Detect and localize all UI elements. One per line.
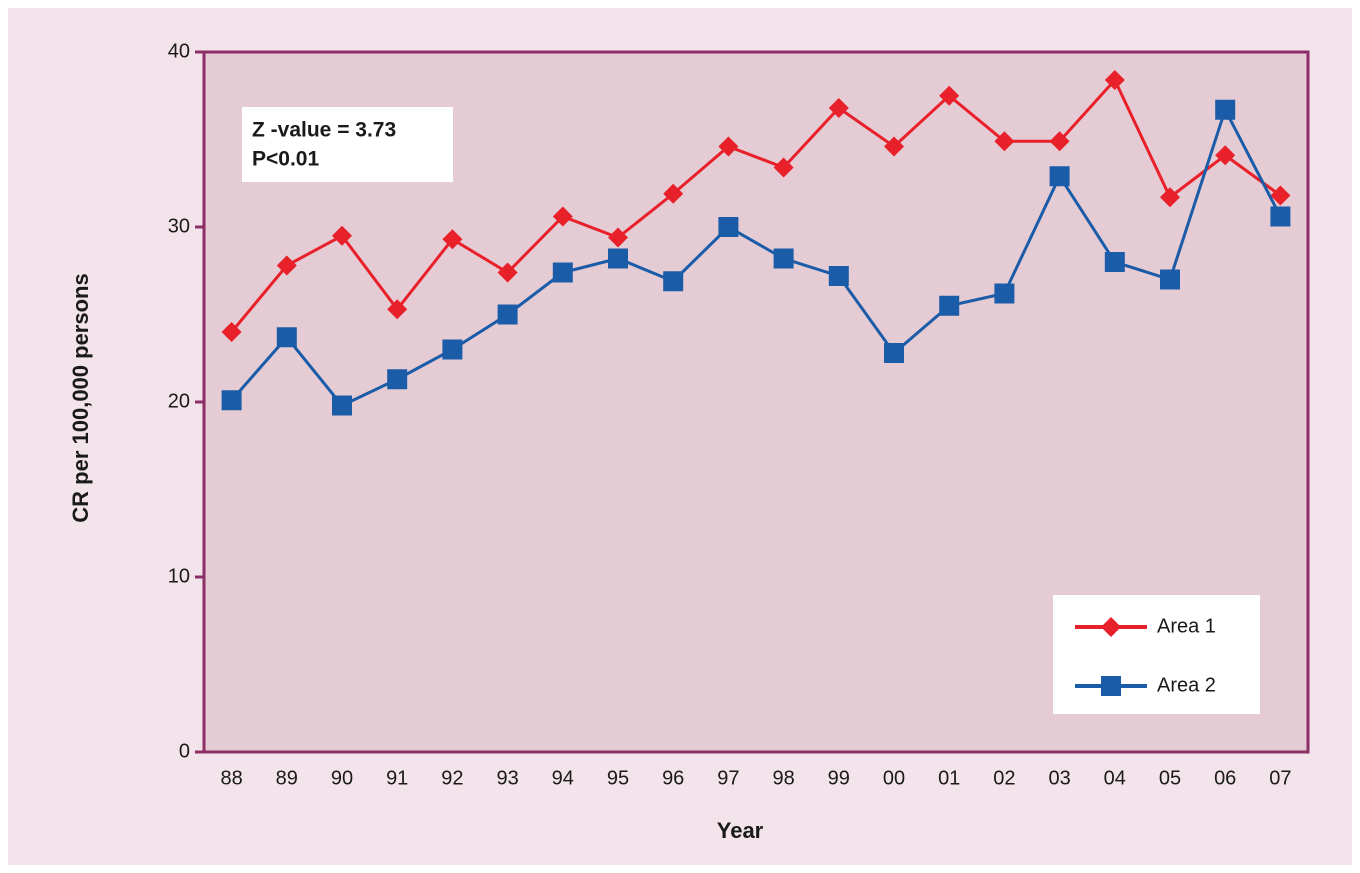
diamond-marker <box>828 98 849 118</box>
square-marker <box>939 295 960 316</box>
diamond-marker <box>718 136 739 157</box>
square-marker <box>442 339 463 360</box>
x-tick-label: 04 <box>1104 767 1126 789</box>
annotation: Z -value = 3.73 <box>252 119 396 142</box>
annotation-box <box>242 107 453 182</box>
square-marker <box>387 369 408 390</box>
square-marker <box>552 262 573 283</box>
square-marker <box>663 271 684 292</box>
y-tick-label: 0 <box>179 740 190 762</box>
square-marker <box>1049 166 1070 187</box>
square-marker <box>1160 269 1180 290</box>
diamond-marker <box>884 136 904 157</box>
y-tick-label: 20 <box>168 390 190 412</box>
legend-label: Area 2 <box>1157 674 1216 696</box>
y-tick-label: 30 <box>168 215 190 237</box>
x-tick-label: 93 <box>496 767 518 789</box>
diamond-marker <box>1049 131 1070 152</box>
x-tick-label: 03 <box>1048 767 1070 789</box>
diamond-marker <box>276 255 297 276</box>
diamond-marker <box>994 131 1015 152</box>
y-axis-label: CR per 100,000 persons <box>68 273 93 522</box>
x-tick-label: 07 <box>1269 767 1291 789</box>
square-marker <box>718 217 739 237</box>
square-marker <box>828 266 849 286</box>
square-marker <box>1104 252 1125 272</box>
legend-label: Area 1 <box>1157 615 1216 637</box>
annotation: P<0.01 <box>252 148 319 171</box>
diamond-marker <box>442 229 463 250</box>
legend-box <box>1053 595 1260 714</box>
diamond-marker <box>387 299 408 320</box>
diamond-marker <box>773 157 794 178</box>
square-marker <box>1215 99 1236 120</box>
x-tick-label: 98 <box>772 767 794 789</box>
square-marker <box>994 283 1015 304</box>
diamond-marker <box>939 85 960 106</box>
y-tick-label: 10 <box>168 565 190 587</box>
diamond-marker <box>608 227 628 248</box>
square-marker <box>1270 206 1291 227</box>
y-tick-label: 40 <box>168 40 190 62</box>
x-tick-label: 96 <box>662 767 684 789</box>
x-tick-label: 88 <box>220 767 242 789</box>
x-tick-label: 94 <box>552 767 574 789</box>
square-marker <box>221 390 242 411</box>
diamond-marker <box>1101 617 1121 637</box>
square-marker <box>332 395 352 416</box>
diamond-marker <box>497 262 518 283</box>
diamond-marker <box>332 225 352 246</box>
x-tick-label: 05 <box>1159 767 1181 789</box>
x-tick-label: 01 <box>938 767 960 789</box>
x-tick-label: 02 <box>993 767 1015 789</box>
x-tick-label: 06 <box>1214 767 1236 789</box>
x-tick-label: 99 <box>828 767 850 789</box>
x-axis-label: Year <box>717 818 764 843</box>
x-tick-label: 89 <box>276 767 298 789</box>
x-tick-label: 00 <box>883 767 905 789</box>
square-marker <box>276 327 297 348</box>
x-tick-label: 91 <box>386 767 408 789</box>
square-marker <box>884 343 904 363</box>
diamond-marker <box>1160 187 1180 208</box>
square-marker <box>608 248 628 269</box>
x-tick-label: 95 <box>607 767 629 789</box>
square-marker <box>497 304 518 325</box>
diamond-marker <box>552 206 573 227</box>
x-tick-label: 90 <box>331 767 353 789</box>
x-tick-label: 92 <box>441 767 463 789</box>
x-tick-label: 97 <box>717 767 739 789</box>
diamond-marker <box>221 322 242 342</box>
square-marker <box>1101 676 1121 696</box>
square-marker <box>773 248 794 269</box>
diamond-marker <box>663 183 684 204</box>
series-line <box>230 77 1282 333</box>
diamond-marker <box>1270 185 1291 206</box>
diamond-marker <box>1215 145 1236 166</box>
diamond-marker <box>1104 70 1125 90</box>
